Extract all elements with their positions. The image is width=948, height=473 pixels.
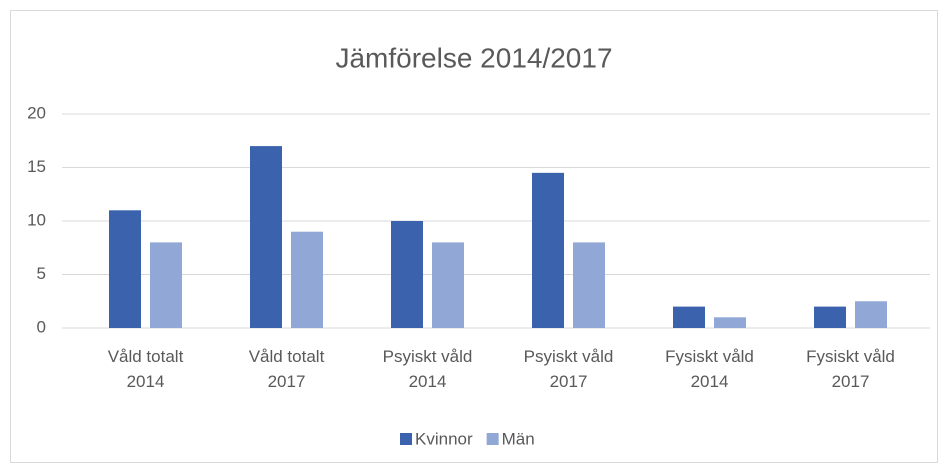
y-tick-label: 20: [27, 103, 46, 122]
y-tick-label: 5: [37, 264, 46, 283]
y-tick-label: 10: [27, 210, 46, 229]
chart-frame: [10, 10, 938, 463]
legend-label: Kvinnor: [415, 429, 473, 448]
x-tick-label: Våld totalt 2014: [108, 347, 184, 391]
bar: [150, 242, 182, 328]
bar: [855, 301, 887, 328]
bar: [250, 146, 282, 328]
legend-swatch: [400, 433, 412, 445]
bar: [432, 242, 464, 328]
bar: [814, 306, 846, 328]
y-tick-label: 15: [27, 157, 46, 176]
bar: [673, 306, 705, 328]
legend-label: Män: [502, 429, 535, 448]
bar: [714, 317, 746, 328]
x-tick-label: Psyiskt våld 2017: [524, 347, 614, 391]
x-tick-label: Fysiskt våld 2017: [806, 347, 895, 391]
bar: [391, 221, 423, 328]
bar: [291, 231, 323, 328]
y-tick-label: 0: [37, 317, 46, 336]
bar: [573, 242, 605, 328]
bar: [109, 210, 141, 328]
legend-swatch: [486, 433, 499, 445]
bar: [532, 172, 564, 328]
x-tick-label: Våld totalt 2017: [249, 347, 325, 391]
chart-title: Jämförelse 2014/2017: [335, 42, 612, 73]
x-tick-label: Fysiskt våld 2014: [665, 347, 754, 391]
x-tick-label: Psyiskt våld 2014: [383, 347, 473, 391]
